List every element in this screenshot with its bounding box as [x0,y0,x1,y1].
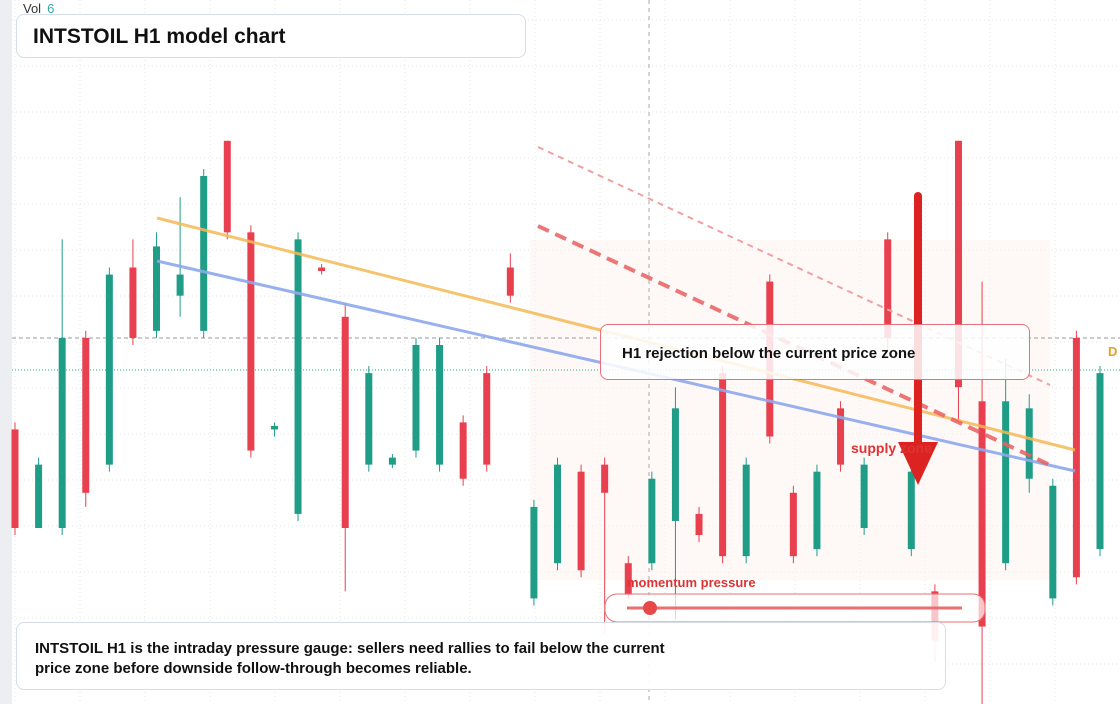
candle-body [1096,373,1104,550]
annotation-box: H1 rejection below the current price zon… [600,324,1030,380]
arrow-head [898,442,938,485]
candle-body [978,401,986,627]
vol-label: Vol [23,1,42,16]
candle-body [11,429,19,528]
volume-legend: Vol 6 [23,1,54,16]
vol-value: 6 [47,1,55,16]
candle-body [671,408,679,521]
candle-body [789,492,797,557]
candle-body [742,464,750,557]
candle-body [554,464,561,564]
candle-body [695,513,703,536]
candle-body [954,140,962,388]
candle-body [105,274,113,465]
candle-body [318,267,326,272]
annotation: momentum pressure [627,575,756,590]
candle-body [247,232,255,451]
gauge-knob [643,601,657,615]
candle-body [153,246,161,331]
candle-body [1002,401,1010,564]
candle-body [35,464,43,528]
candle-body [294,239,302,514]
candle-body [837,408,845,465]
annotation: H1 rejection below the current price zon… [622,345,916,362]
footer-box: INTSTOIL H1 is the intraday pressure gau… [16,622,946,690]
candle-body [601,464,609,493]
title-box: INTSTOIL H1 model chart [16,14,526,58]
candle-body [860,464,868,528]
candle-body [82,337,90,493]
candle-body [577,471,585,571]
candle-body [1072,337,1080,578]
candle-body [1049,485,1057,599]
candle-body [719,373,727,557]
side-bar [0,0,12,704]
candle-body [176,274,184,296]
candle-body [1025,408,1033,479]
candle-body [624,563,632,595]
candle-body [412,344,420,451]
candle-body [483,373,491,465]
candles [11,140,1104,704]
chart-title: INTSTOIL H1 model chart [33,25,286,48]
candle-body [200,176,208,331]
candle-body [436,344,444,465]
candle-body [365,373,373,465]
price-tag-text: D [1108,344,1117,359]
candle-body [129,267,137,338]
candle-body [907,471,915,550]
candle-body [813,471,821,550]
candle-body [223,140,231,233]
candle-body [506,267,514,296]
candle-body [530,506,538,599]
candle-body [270,425,278,430]
candle-body [648,478,656,564]
candle-body [341,316,349,528]
candle-body [58,337,66,528]
annotation: supply zone [851,440,932,456]
price-tag [1104,340,1120,362]
candle-body [884,239,892,338]
footer-text: INTSTOIL H1 is the intraday pressure gau… [35,640,665,677]
candle-body [459,422,467,479]
candle-body [388,457,396,465]
